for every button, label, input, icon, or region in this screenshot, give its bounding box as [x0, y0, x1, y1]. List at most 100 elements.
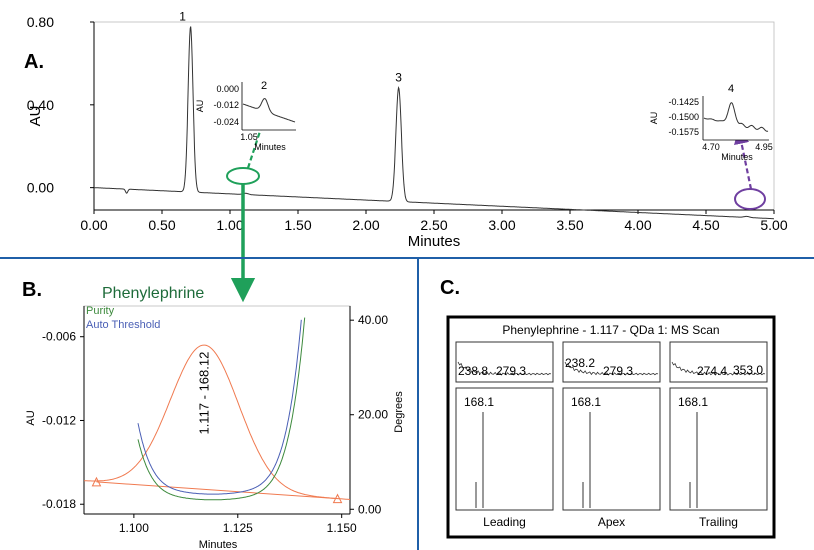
ms-top-label: 238.8	[458, 364, 488, 378]
purity-y2-axis-label: Degrees	[393, 391, 405, 433]
ms-columns: 238.8 279.3 168.1 Leading 238.2 279.3 168.1 Ape…	[455, 341, 768, 529]
purity-y-axis-label: AU	[25, 410, 37, 425]
main-y-ticks: 0.00 0.40 0.80	[27, 14, 94, 196]
inset-2-peak-label: 2	[261, 80, 267, 92]
main-x-tick-label: 4.50	[692, 217, 719, 233]
panel-a: A. 0.00 0.50 1.00 1.50 2.00 2.50 3.00 3.50 4.00 4…	[24, 9, 788, 303]
ms-top-label: 353.0	[733, 363, 763, 377]
ms-spectrum-box	[455, 387, 554, 511]
panel-c-label: C.	[440, 277, 460, 299]
legend-purity: Purity	[86, 305, 115, 317]
inset-2-ytick-1: -0.012	[213, 100, 239, 110]
main-x-ticks: 0.00 0.50 1.00 1.50 2.00 2.50 3.00 3.50 4.00 4.50…	[80, 210, 788, 233]
main-x-tick-label: 3.00	[488, 217, 515, 233]
main-y-tick-label: 0.80	[27, 14, 54, 30]
ms-top-label: 279.3	[496, 364, 526, 378]
main-x-tick-label: 5.00	[760, 217, 787, 233]
inset-4-ytick-1: -0.1500	[668, 112, 699, 122]
inset-4-trace	[703, 102, 769, 132]
ms-tic-thumbnail	[562, 341, 661, 383]
purity-x-tick-label: 1.125	[223, 521, 253, 535]
purity-angle-curve	[137, 317, 306, 501]
purity-y2-tick-label: 40.00	[358, 313, 388, 327]
purity-y-tick-label: -0.012	[42, 413, 76, 427]
ms-column-label: Apex	[598, 515, 625, 529]
inset-2-y-label: AU	[195, 100, 205, 113]
inset-4-xtick-0: 4.70	[702, 142, 720, 152]
purity-y-tick-label: -0.018	[42, 497, 76, 511]
panel-c: C. Phenylephrine - 1.117 - QDa 1: MS Sca…	[440, 277, 776, 539]
purity-y2-ticks: 40.00 20.00 0.00	[350, 313, 388, 516]
inset-2-x-label: Minutes	[254, 142, 286, 152]
main-x-tick-label: 1.00	[216, 217, 243, 233]
purity-x-tick-label: 1.100	[119, 521, 149, 535]
purity-plot-frame	[83, 305, 351, 515]
main-x-tick-label: 2.50	[420, 217, 447, 233]
main-peak-label: 3	[395, 71, 402, 85]
peak-annotation: 1.117 - 168.12	[197, 352, 212, 435]
legend-auto-threshold: Auto Threshold	[86, 319, 160, 331]
peak-4-zoom-arrow	[734, 128, 753, 190]
main-x-tick-label: 0.50	[148, 217, 175, 233]
ms-tic-thumbnail	[669, 341, 768, 383]
purity-y-tick-label: -0.006	[42, 330, 76, 344]
ms-tic-trace	[457, 361, 552, 376]
purity-plot-title: Phenylephrine	[102, 285, 204, 302]
auto-threshold-curve	[137, 319, 302, 495]
panel-b: B. Phenylephrine Purity Auto Threshold 1…	[22, 279, 405, 550]
panel-b-label: B.	[22, 279, 42, 301]
panel-a-label: A.	[24, 51, 44, 73]
ms-tic-trace	[564, 361, 659, 376]
main-peak-label: 1	[179, 9, 186, 23]
ms-spectrum-box	[562, 387, 661, 511]
main-x-tick-label: 1.50	[284, 217, 311, 233]
inset-2-ytick-0: 0.000	[216, 84, 239, 94]
ms-top-label: 274.4	[697, 364, 727, 378]
main-x-tick-label: 2.00	[352, 217, 379, 233]
purity-x-axis-label: Minutes	[199, 539, 238, 550]
ms-top-label: 238.2	[565, 356, 595, 370]
purity-baseline	[96, 481, 338, 500]
ms-top-label: 279.3	[603, 364, 633, 378]
purity-x-ticks: 1.100 1.125 1.150	[119, 514, 357, 535]
inset-peak-4: -0.1425 -0.1500 -0.1575 4.70 4.95 Minute…	[649, 83, 773, 162]
purity-end-marker	[332, 493, 343, 504]
main-chromatogram-trace	[93, 26, 774, 220]
inset-4-ytick-0: -0.1425	[668, 97, 699, 107]
main-peak-labels: 13	[179, 9, 402, 84]
main-x-tick-label: 4.00	[624, 217, 651, 233]
main-x-axis-label: Minutes	[408, 233, 461, 250]
ms-base-peak-label: 168.1	[678, 395, 708, 409]
ms-base-peak-label: 168.1	[571, 395, 601, 409]
ms-column-label: Trailing	[699, 515, 738, 529]
purity-chromatogram-peak	[83, 344, 351, 500]
ms-tic-trace	[671, 361, 766, 376]
main-x-tick-label: 3.50	[556, 217, 583, 233]
purity-y-ticks: -0.006 -0.012 -0.018	[42, 330, 84, 511]
ms-tic-thumbnail	[455, 341, 554, 383]
main-x-tick-label: 0.00	[80, 217, 107, 233]
inset-4-ytick-2: -0.1575	[668, 127, 699, 137]
main-y-tick-label: 0.40	[27, 97, 54, 113]
inset-2-xtick-0: 1.05	[240, 132, 258, 142]
ms-column-label: Leading	[483, 515, 526, 529]
ms-scan-title: Phenylephrine - 1.117 - QDa 1: MS Scan	[502, 323, 719, 337]
ms-column-apex: 238.2 279.3 168.1 Apex	[562, 341, 661, 529]
inset-2-trace	[242, 98, 296, 123]
purity-y2-tick-label: 0.00	[358, 502, 382, 516]
main-y-axis-label: AU	[27, 106, 44, 127]
inset-4-xtick-1: 4.95	[755, 142, 773, 152]
inset-4-y-label: AU	[649, 112, 659, 125]
main-y-tick-label: 0.00	[27, 180, 54, 196]
purity-x-tick-label: 1.150	[327, 521, 357, 535]
inset-2-ytick-2: -0.024	[213, 117, 239, 127]
peak-4-highlight	[734, 188, 766, 210]
inset-2-frame	[242, 82, 296, 130]
ms-column-trailing: 274.4 353.0 168.1 Trailing	[669, 341, 768, 529]
inset-4-x-label: Minutes	[721, 152, 753, 162]
purity-start-marker	[91, 476, 102, 487]
inset-peak-2: 0.000 -0.012 -0.024 1.05 Minutes AU 2	[195, 80, 296, 152]
inset-4-peak-label: 4	[728, 83, 734, 95]
ms-spectrum-box	[669, 387, 768, 511]
